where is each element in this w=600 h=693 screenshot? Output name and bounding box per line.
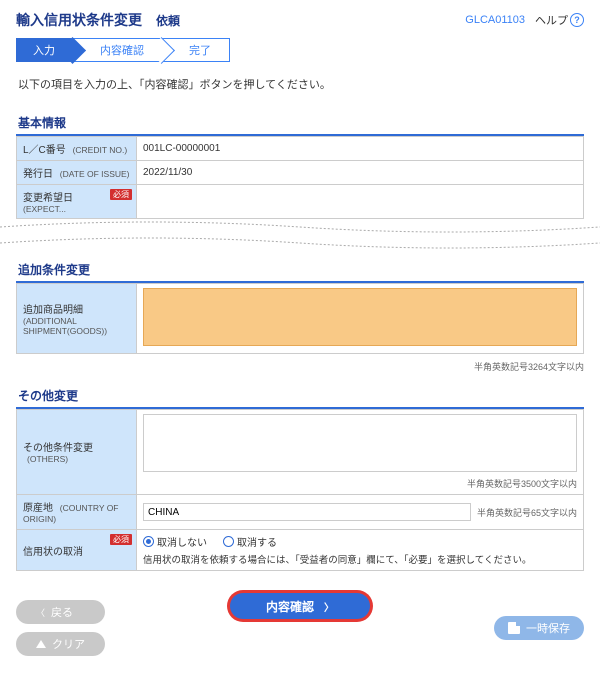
table-row: 追加商品明細 (ADDITIONAL SHIPMENT(GOODS)) — [17, 284, 584, 354]
step-input: 入力 — [16, 38, 74, 62]
others-hint: 半角英数記号3500文字以内 — [143, 475, 577, 490]
goods-textarea[interactable] — [143, 288, 577, 346]
goods-sub: (ADDITIONAL SHIPMENT(GOODS)) — [23, 316, 130, 336]
table-row: その他条件変更 (OTHERS) 半角英数記号3500文字以内 — [17, 410, 584, 495]
other-table: その他条件変更 (OTHERS) 半角英数記号3500文字以内 原産地 (COU… — [16, 409, 584, 571]
chevron-right-icon: 〉 — [324, 599, 334, 614]
step-confirm: 内容確認 — [73, 38, 163, 62]
confirm-label: 内容確認 — [266, 598, 314, 615]
table-row: L／C番号 (CREDIT NO.) 001LC-00000001 — [17, 137, 584, 161]
basic-table: L／C番号 (CREDIT NO.) 001LC-00000001 発行日 (D… — [16, 136, 584, 219]
radio-icon — [143, 536, 154, 547]
issue-sub: (DATE OF ISSUE) — [60, 169, 130, 179]
step-indicator: 入力 内容確認 完了 — [16, 38, 584, 62]
exp-value — [137, 185, 584, 219]
confirm-button[interactable]: 内容確認 〉 — [230, 593, 370, 619]
clear-icon — [36, 640, 46, 648]
help-link[interactable]: ヘルプ ? — [535, 12, 584, 28]
table-row: 発行日 (DATE OF ISSUE) 2022/11/30 — [17, 161, 584, 185]
table-row: 変更希望日 必須 (EXPECT... — [17, 185, 584, 219]
table-row: 原産地 (COUNTRY OF ORIGIN) 半角英数記号65文字以内 — [17, 495, 584, 530]
req-badge: 必須 — [110, 189, 132, 200]
others-textarea[interactable] — [143, 414, 577, 472]
goods-value-cell — [137, 284, 584, 354]
origin-label-cell: 原産地 (COUNTRY OF ORIGIN) — [17, 495, 137, 530]
help-icon: ? — [570, 13, 584, 27]
cancel-value-cell: 取消しない 取消する 信用状の取消を依頼する場合には、「受益者の同意」欄にて、「… — [137, 530, 584, 571]
content-break — [0, 217, 600, 253]
additional-table: 追加商品明細 (ADDITIONAL SHIPMENT(GOODS)) — [16, 283, 584, 354]
cancel-label-cell: 信用状の取消 必須 — [17, 530, 137, 571]
page-subtitle: 依頼 — [156, 12, 180, 29]
cancel-label: 信用状の取消 — [23, 547, 83, 558]
radio-icon — [223, 536, 234, 547]
others-label: その他条件変更 — [23, 443, 93, 454]
section-additional-title: 追加条件変更 — [16, 257, 584, 283]
issue-label-cell: 発行日 (DATE OF ISSUE) — [17, 161, 137, 185]
req-badge: 必須 — [110, 534, 132, 545]
cancel-no-label: 取消しない — [157, 534, 207, 549]
page-title: 輸入信用状条件変更 — [16, 10, 142, 30]
origin-label: 原産地 — [23, 503, 53, 514]
exp-sub: (EXPECT... — [23, 204, 130, 214]
issue-label: 発行日 — [23, 169, 53, 180]
intro-text: 以下の項目を入力の上、「内容確認」ボタンを押してください。 — [18, 76, 582, 92]
lc-no-sub: (CREDIT NO.) — [73, 145, 128, 155]
cancel-yes-label: 取消する — [237, 534, 277, 549]
others-sub: (OTHERS) — [27, 454, 68, 464]
cancel-note: 信用状の取消を依頼する場合には、「受益者の同意」欄にて、「必要」を選択してくださ… — [143, 552, 577, 566]
back-label: 戻る — [51, 604, 73, 620]
goods-label: 追加商品明細 — [23, 305, 83, 316]
back-button[interactable]: 〈 戻る — [16, 600, 105, 624]
clear-button[interactable]: クリア — [16, 632, 105, 656]
others-label-cell: その他条件変更 (OTHERS) — [17, 410, 137, 495]
goods-hint: 半角英数記号3264文字以内 — [16, 358, 584, 383]
screen-code: GLCA01103 — [465, 14, 525, 26]
chevron-left-icon: 〈 — [36, 606, 45, 619]
origin-input[interactable] — [143, 503, 471, 521]
issue-value: 2022/11/30 — [137, 161, 584, 185]
origin-value-cell: 半角英数記号65文字以内 — [137, 495, 584, 530]
save-label: 一時保存 — [526, 620, 570, 636]
section-basic-title: 基本情報 — [16, 110, 584, 136]
origin-hint: 半角英数記号65文字以内 — [477, 506, 577, 519]
section-other-title: その他変更 — [16, 383, 584, 409]
cancel-radio-no[interactable]: 取消しない — [143, 534, 207, 549]
save-icon — [508, 622, 520, 634]
lc-no-label-cell: L／C番号 (CREDIT NO.) — [17, 137, 137, 161]
save-button[interactable]: 一時保存 — [494, 616, 584, 640]
lc-no-value: 001LC-00000001 — [137, 137, 584, 161]
lc-no-label: L／C番号 — [23, 145, 66, 156]
cancel-radio-yes[interactable]: 取消する — [223, 534, 277, 549]
others-value-cell: 半角英数記号3500文字以内 — [137, 410, 584, 495]
table-row: 信用状の取消 必須 取消しない 取消する 信用状の取消を依頼する場合には、「受益… — [17, 530, 584, 571]
help-label: ヘルプ — [535, 12, 568, 28]
goods-label-cell: 追加商品明細 (ADDITIONAL SHIPMENT(GOODS)) — [17, 284, 137, 354]
clear-label: クリア — [52, 636, 85, 652]
exp-label-cell: 変更希望日 必須 (EXPECT... — [17, 185, 137, 219]
exp-label: 変更希望日 — [23, 193, 73, 204]
